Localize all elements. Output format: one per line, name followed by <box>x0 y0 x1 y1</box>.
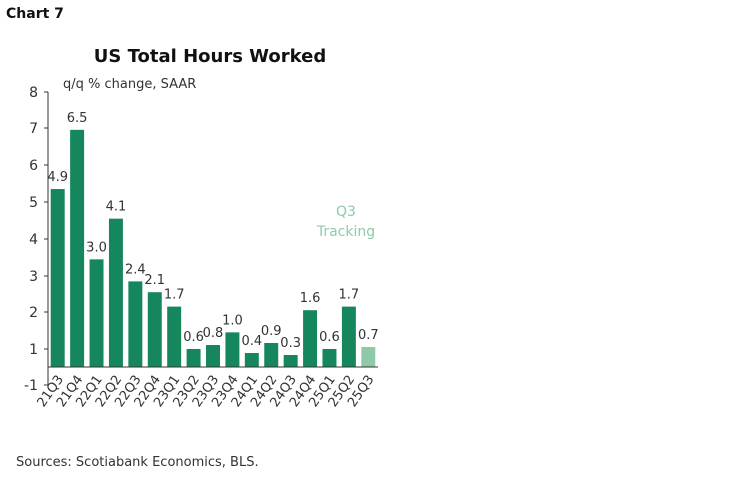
bar-22Q4 <box>147 292 162 367</box>
data-label-22Q1: 3.0 <box>86 240 107 255</box>
data-label-24Q1: 0.4 <box>241 334 262 349</box>
data-label-22Q2: 4.1 <box>106 200 127 215</box>
y-axis: -1 1 2 3 4 5 6 7 8 <box>24 85 49 394</box>
bar-25Q1 <box>322 349 337 367</box>
bar-23Q2 <box>186 349 201 367</box>
chart-number-label: Chart 7 <box>6 6 64 22</box>
bar-22Q2 <box>108 218 123 367</box>
tracking-annotation-line: Tracking <box>316 224 375 240</box>
bar-24Q3 <box>283 355 298 367</box>
y-tick-label: 7 <box>29 121 38 137</box>
y-axis-unit-label: q/q % change, SAAR <box>63 77 197 92</box>
bar-23Q3 <box>206 345 220 367</box>
y-tick-label: 3 <box>29 269 38 285</box>
bar-24Q2 <box>264 343 279 367</box>
data-label-25Q1: 0.6 <box>319 330 340 345</box>
bar-21Q4 <box>70 129 85 367</box>
y-tick-label: -1 <box>24 378 38 394</box>
bar-25Q3 <box>361 347 376 367</box>
data-label-24Q2: 0.9 <box>261 324 282 339</box>
bar-22Q3 <box>128 281 143 367</box>
data-label-22Q3: 2.4 <box>125 262 146 277</box>
y-tick-label: 2 <box>29 305 38 321</box>
y-tick-label: 4 <box>29 232 38 248</box>
annotation-group: Q3 Tracking <box>316 204 375 240</box>
data-label-23Q1: 1.7 <box>164 288 185 303</box>
sources-note: Sources: Scotiabank Economics, BLS. <box>16 455 259 470</box>
bar-25Q2 <box>341 306 356 367</box>
chart-title: US Total Hours Worked <box>93 46 327 67</box>
data-label-23Q3: 0.8 <box>203 326 224 341</box>
bar-24Q4 <box>303 310 318 367</box>
data-label-24Q3: 0.3 <box>280 336 301 351</box>
bar-21Q3 <box>50 189 65 367</box>
bar-24Q1 <box>244 353 259 367</box>
x-axis: 21Q321Q422Q122Q222Q322Q423Q123Q223Q323Q4… <box>35 366 378 410</box>
data-label-21Q4: 6.5 <box>67 111 88 126</box>
data-label-22Q4: 2.1 <box>144 273 165 288</box>
bar-22Q1 <box>89 259 104 367</box>
y-tick-label: 5 <box>29 195 38 211</box>
data-label-21Q3: 4.9 <box>47 170 68 185</box>
data-label-25Q3: 0.7 <box>358 328 379 343</box>
data-label-23Q2: 0.6 <box>183 330 204 345</box>
bar-23Q1 <box>167 306 182 367</box>
data-labels-group: 4.96.53.04.12.42.11.70.60.81.00.40.90.31… <box>47 111 378 351</box>
bar-23Q4 <box>225 332 240 367</box>
bars-group <box>50 129 376 367</box>
data-label-25Q2: 1.7 <box>339 288 360 303</box>
data-label-23Q4: 1.0 <box>222 313 243 328</box>
y-tick-label: 1 <box>29 342 38 358</box>
tracking-annotation-line: Q3 <box>336 204 356 220</box>
data-label-24Q4: 1.6 <box>300 291 321 306</box>
y-tick-label: 8 <box>29 85 38 101</box>
y-tick-label: 6 <box>29 158 38 174</box>
